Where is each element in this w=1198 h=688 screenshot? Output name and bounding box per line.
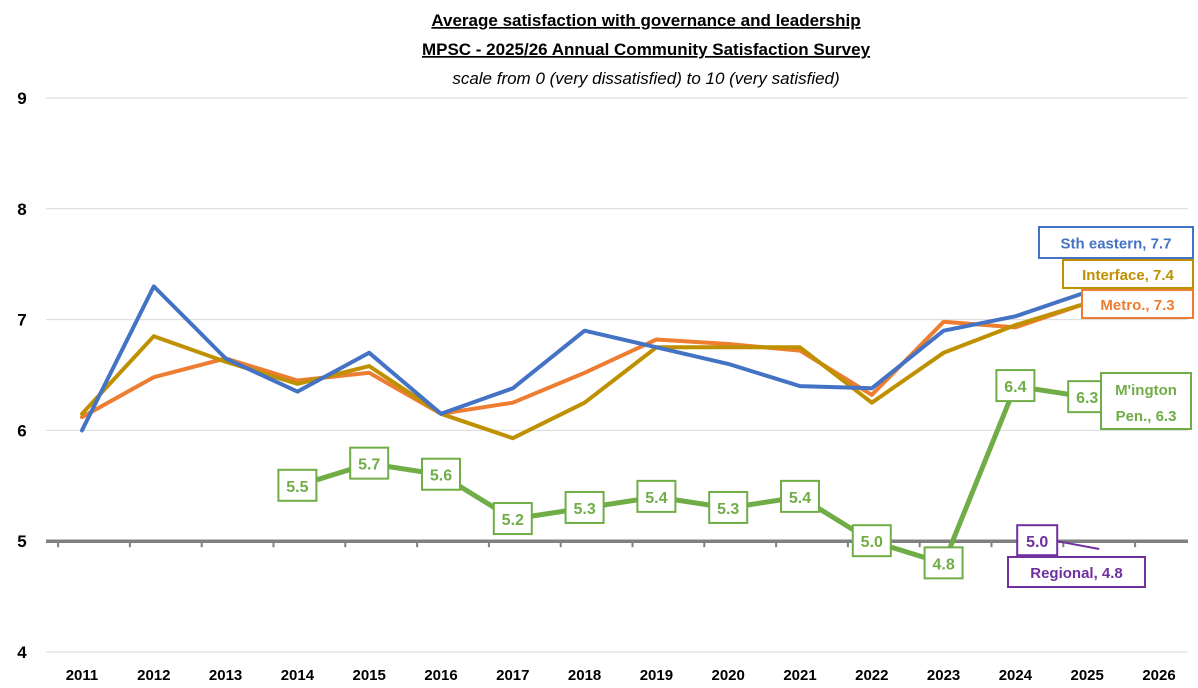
data-label-box [277, 468, 318, 502]
data-label-box [1067, 380, 1108, 414]
end-label-regional-text: Regional, 4.8 [1030, 565, 1123, 582]
data-label-box [708, 490, 749, 524]
series-line-regional [1057, 540, 1100, 550]
data-label: 5.4 [780, 479, 820, 513]
end-label-metro-box [1081, 289, 1194, 319]
x-tick-label: 2016 [424, 667, 457, 684]
data-label-text: 5.5 [286, 479, 308, 496]
x-axis: 2011 2012 2013 2014 2015 2016 2017 2018 2019 2020… [46, 539, 1188, 684]
data-label-box [349, 446, 390, 480]
data-label: 6.3 [1067, 380, 1108, 414]
x-tick-label: 2014 [281, 667, 315, 684]
data-label-box [564, 490, 605, 524]
end-label-mington-pen: M'ington Pen., 6.3 [1100, 372, 1192, 430]
data-label: 6.4 [995, 369, 1036, 403]
data-label-box [421, 457, 461, 491]
data-label: 5.0 [851, 524, 892, 558]
data-label-text: 5.0 [861, 534, 883, 551]
data-label-box [492, 502, 533, 536]
y-tick-label: 4 [17, 643, 27, 662]
data-label: 5.4 [636, 479, 677, 513]
end-label-metro-text: Metro., 7.3 [1100, 297, 1174, 314]
end-label-regional-box [1007, 556, 1146, 588]
x-tick-label: 2019 [640, 667, 673, 684]
data-label-text: 5.7 [358, 457, 380, 474]
series-line-sth-eastern [80, 284, 1090, 433]
data-label-text: 5.4 [789, 490, 811, 507]
x-tick-label: 2026 [1142, 667, 1175, 684]
data-label-box [995, 369, 1036, 403]
data-label-text: 5.2 [502, 512, 524, 529]
chart-subtitle-survey: MPSC - 2025/26 Annual Community Satisfac… [422, 40, 871, 59]
end-label-interface-box [1062, 259, 1194, 289]
y-axis: 4 5 6 7 8 9 [17, 89, 27, 662]
end-label-mington-pen-line1: M'ington [1115, 382, 1177, 399]
end-label-interface: Interface, 7.4 [1062, 259, 1194, 289]
data-label-text: 5.4 [645, 490, 667, 507]
data-label-box [780, 479, 820, 513]
data-label-box [1016, 524, 1059, 557]
end-label-mington-pen-box [1100, 372, 1192, 430]
end-label-metro: Metro., 7.3 [1081, 289, 1194, 319]
x-tick-label: 2025 [1071, 667, 1104, 684]
data-label: 5.0 [1016, 524, 1059, 557]
data-label: 4.8 [923, 546, 964, 580]
data-label-box [636, 479, 677, 513]
data-label: 5.5 [277, 468, 318, 502]
x-tick-label: 2018 [568, 667, 601, 684]
end-label-interface-text: Interface, 7.4 [1082, 267, 1174, 284]
data-label-text: 4.8 [932, 556, 954, 573]
y-tick-label: 7 [17, 311, 26, 330]
end-label-mington-pen-line2: Pen., 6.3 [1116, 408, 1177, 425]
end-label-regional: Regional, 4.8 [1007, 556, 1146, 588]
x-tick-label: 2017 [496, 667, 529, 684]
data-label-box [923, 546, 964, 580]
y-tick-label: 9 [17, 89, 26, 108]
end-label-sth-eastern-text: Sth eastern, 7.7 [1061, 236, 1172, 253]
data-label-text: 6.4 [1004, 379, 1026, 396]
chart-subtitle-scale: scale from 0 (very dissatisfied) to 10 (… [452, 69, 839, 88]
x-tick-label: 2011 [66, 667, 99, 684]
end-label-sth-eastern: Sth eastern, 7.7 [1038, 226, 1194, 259]
x-tick-label: 2022 [855, 667, 888, 684]
data-label: 5.6 [421, 457, 461, 491]
x-tick-label: 2012 [137, 667, 170, 684]
y-tick-label: 6 [17, 421, 26, 440]
series-line-m-ington-pen [294, 383, 1090, 566]
data-label-text: 5.0 [1026, 534, 1048, 551]
end-label-sth-eastern-box [1038, 226, 1194, 259]
data-label-text: 5.6 [430, 468, 452, 485]
data-label-text: 5.3 [573, 501, 595, 518]
x-tick-label: 2023 [927, 667, 960, 684]
data-label: 5.2 [492, 502, 533, 536]
x-tick-label: 2015 [353, 667, 386, 684]
x-tick-label: 2021 [783, 667, 816, 684]
y-tick-label: 5 [17, 532, 26, 551]
chart-title: Average satisfaction with governance and… [431, 11, 860, 30]
data-label: 5.7 [349, 446, 390, 480]
data-label: 5.3 [564, 490, 605, 524]
data-label-box [851, 524, 892, 558]
data-label-text: 6.3 [1076, 390, 1098, 407]
data-label-text: 5.3 [717, 501, 739, 518]
x-tick-label: 2013 [209, 667, 242, 684]
data-labels: 5.5 5.7 5.6 5.2 5.3 5.4 5.3 5.4 5.0 4.8 6.4 6.3 5.0 S… [277, 226, 1194, 588]
x-tick-label: 2020 [712, 667, 745, 684]
series-line-metro [80, 301, 1090, 420]
x-tick-label: 2024 [999, 667, 1033, 684]
y-tick-label: 8 [17, 200, 26, 219]
data-label: 5.3 [708, 490, 749, 524]
